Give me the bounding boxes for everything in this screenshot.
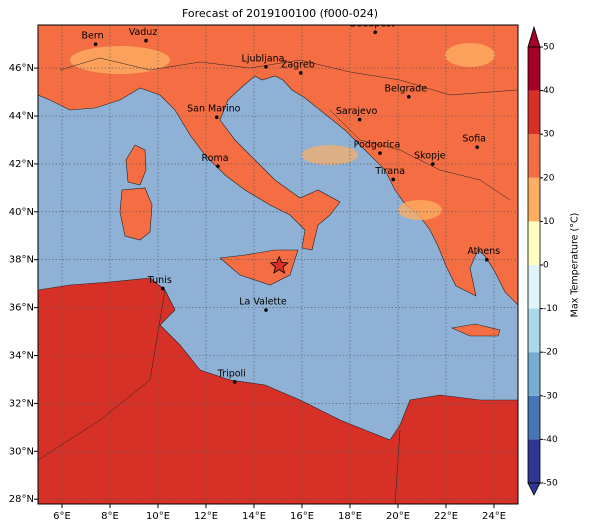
- colorbar-tick-label: -10: [543, 304, 558, 314]
- city-dot: [373, 30, 378, 34]
- border: [38, 289, 166, 461]
- colorbar-bin: [528, 308, 540, 353]
- city-label: San Marino: [187, 104, 240, 115]
- city-label: Roma: [201, 153, 228, 164]
- colorbar-tick-label: 50: [543, 43, 555, 53]
- y-tick-label: 34°N: [9, 351, 34, 362]
- x-tick-label: 24°E: [482, 511, 506, 522]
- x-tick-label: 18°E: [338, 511, 362, 522]
- title: Forecast of 2019100100 (f000-024): [182, 7, 378, 20]
- sardinia: [119, 187, 153, 241]
- y-tick-label: 40°N: [9, 207, 34, 218]
- y-tick-label: 42°N: [9, 159, 34, 170]
- city-dot: [299, 71, 303, 75]
- city-label: Bern: [82, 31, 104, 42]
- city-dot: [485, 257, 489, 262]
- colorbar-tick-label: 30: [543, 130, 555, 140]
- city-label: Tripoli: [217, 368, 246, 379]
- city-dot: [407, 95, 411, 99]
- colorbar-bin: [528, 395, 540, 440]
- city-label: Budapest: [350, 19, 395, 30]
- warm-patch: [70, 46, 170, 74]
- colorbar-tick-label: -20: [543, 348, 558, 358]
- x-tick-label: 10°E: [146, 511, 170, 522]
- colorbar-bin: [528, 221, 540, 265]
- city-dot: [264, 65, 268, 69]
- x-tick-label: 6°E: [53, 511, 71, 522]
- city-label: La Valette: [239, 297, 287, 308]
- city-dot: [378, 151, 382, 155]
- city-dot: [144, 38, 148, 43]
- city-label: Tirana: [374, 166, 405, 177]
- colorbar-label: Max Temperature (°C): [570, 213, 581, 318]
- city-label: Belgrade: [384, 83, 427, 94]
- city-label: Podgorica: [354, 140, 401, 151]
- x-tick-label: 14°E: [242, 511, 266, 522]
- warm-patch: [302, 145, 358, 165]
- city-label: Tunis: [147, 275, 172, 286]
- warm-patch: [445, 43, 495, 67]
- city-label: Athens: [467, 246, 500, 257]
- y-tick-label: 30°N: [9, 446, 34, 457]
- axes: 6°E 8°E 10°E 12°E 14°E 16°E 18°E 20°E 22°E 24°E 28…: [9, 63, 506, 522]
- corsica: [125, 144, 147, 186]
- border: [59, 57, 518, 96]
- city-label: Skopje: [414, 150, 446, 161]
- colorbar-extend-low: [527, 482, 541, 496]
- colorbar-tick-label: 20: [543, 173, 555, 183]
- x-tick-label: 22°E: [434, 511, 458, 522]
- colorbar-bin: [528, 352, 540, 396]
- colorbar-tick-label: -40: [543, 435, 558, 445]
- colorbar-bin: [528, 134, 540, 178]
- y-tick-label: 44°N: [9, 111, 34, 122]
- y-tick-label: 38°N: [9, 255, 34, 266]
- city-dot: [161, 286, 165, 291]
- y-tick-label: 28°N: [9, 494, 34, 505]
- city-dot: [215, 115, 219, 120]
- city-dot: [216, 164, 220, 169]
- y-tick-label: 46°N: [9, 63, 34, 74]
- colorbar-tick-label: -50: [543, 479, 558, 489]
- colorbar-tick-label: 10: [543, 217, 555, 227]
- city-label: Sarajevo: [336, 106, 378, 117]
- colorbar-bin: [528, 439, 540, 483]
- colorbar-tick-label: 40: [543, 86, 555, 96]
- city-label: Vaduz: [129, 27, 158, 38]
- frame: [37, 24, 519, 505]
- x-tick-label: 12°E: [194, 511, 218, 522]
- event-marker: [269, 255, 289, 274]
- x-tick-label: 20°E: [386, 511, 410, 522]
- city-dot: [391, 177, 396, 182]
- city-dot: [93, 42, 98, 46]
- crete: [450, 323, 501, 337]
- city-label: Sofia: [462, 134, 486, 145]
- city-dot: [431, 162, 435, 166]
- city-dot: [233, 380, 237, 384]
- colorbar-tick-label: 0: [543, 261, 549, 271]
- colorbar-tick-label: -30: [543, 391, 558, 401]
- y-tick-label: 36°N: [9, 303, 34, 314]
- x-tick-label: 8°E: [101, 511, 119, 522]
- colorbar-bin: [528, 47, 540, 91]
- x-tick-label: 16°E: [290, 511, 314, 522]
- border: [329, 109, 511, 201]
- border: [394, 429, 401, 504]
- colorbar: -50 -40 -30 -20 -10 0 10 20 30 40 50: [527, 25, 558, 496]
- colorbar-bin: [528, 265, 540, 309]
- warm-patch: [398, 200, 442, 220]
- city-label: Zagreb: [281, 59, 315, 70]
- colorbar-extend-high: [527, 25, 541, 48]
- y-tick-label: 32°N: [9, 398, 34, 409]
- colorbar-bin: [528, 90, 540, 135]
- grid: [38, 25, 518, 504]
- city-dot: [264, 308, 268, 312]
- city-label: Ljubljana: [242, 53, 285, 64]
- colorbar-bin: [528, 177, 540, 222]
- city-dot: [475, 145, 480, 149]
- city-dot: [357, 117, 362, 122]
